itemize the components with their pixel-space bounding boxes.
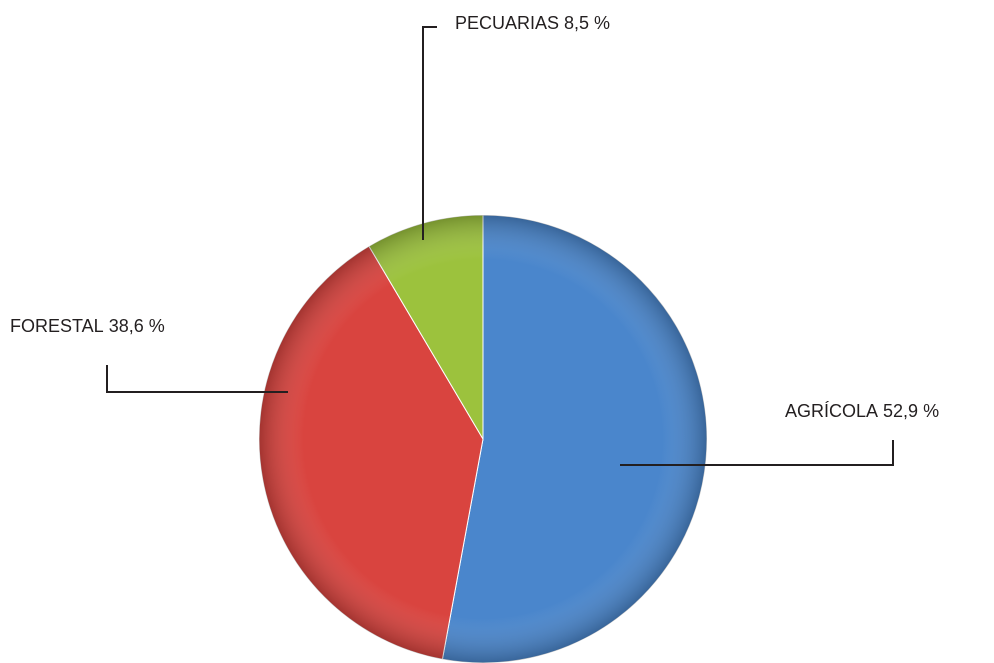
slice-category: FORESTAL	[10, 316, 104, 336]
slice-value: 52,9 %	[883, 401, 939, 421]
leader-line	[620, 440, 894, 466]
leader-line	[106, 365, 288, 393]
slice-label: FORESTAL 38,6 %	[10, 316, 165, 336]
slice-category: AGRÍCOLA	[785, 401, 878, 421]
leader-line	[422, 26, 437, 240]
slice-value: 38,6 %	[109, 316, 165, 336]
slice-category: PECUARIAS	[455, 13, 559, 33]
slice-value: 8,5 %	[564, 13, 610, 33]
slice-label: PECUARIAS 8,5 %	[455, 13, 610, 33]
slice-label: AGRÍCOLA 52,9 %	[785, 401, 939, 421]
